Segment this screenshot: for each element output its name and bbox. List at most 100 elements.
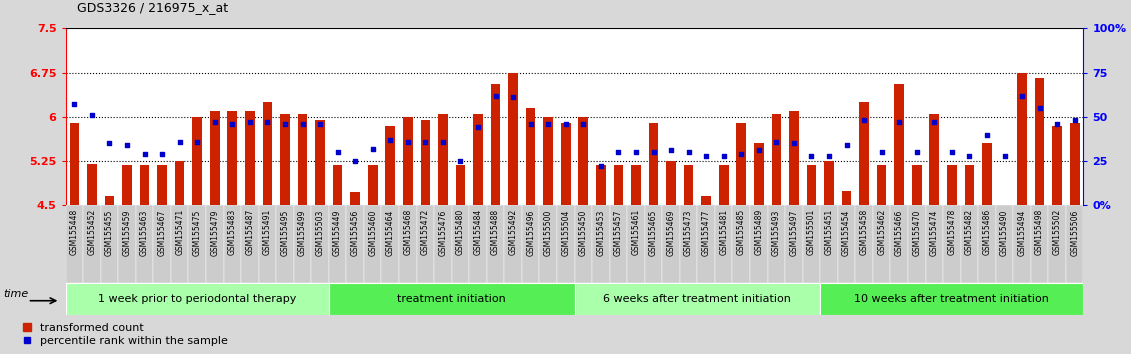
Text: GSM155477: GSM155477	[701, 209, 710, 256]
Bar	[575, 283, 820, 315]
Text: GSM155466: GSM155466	[895, 209, 904, 256]
Text: GSM155471: GSM155471	[175, 209, 184, 256]
Bar	[877, 165, 887, 205]
Bar	[841, 190, 852, 205]
Bar	[276, 205, 294, 283]
Point	[995, 153, 1013, 159]
Text: GSM155467: GSM155467	[157, 209, 166, 256]
Point	[767, 139, 785, 144]
Bar	[526, 108, 535, 205]
Bar	[684, 165, 693, 205]
Text: GSM155490: GSM155490	[1000, 209, 1009, 256]
Point	[434, 139, 452, 144]
Text: GSM155469: GSM155469	[666, 209, 675, 256]
Bar	[614, 165, 623, 205]
Text: GSM155478: GSM155478	[948, 209, 957, 256]
Bar	[329, 283, 575, 315]
Bar	[543, 118, 553, 205]
Bar	[434, 205, 451, 283]
Bar	[262, 102, 273, 205]
Point	[925, 119, 943, 125]
Text: GSM155497: GSM155497	[789, 209, 798, 256]
Point	[908, 149, 926, 155]
Bar	[698, 205, 715, 283]
Text: GSM155496: GSM155496	[526, 209, 535, 256]
Bar	[596, 165, 606, 205]
Bar	[912, 165, 922, 205]
Bar	[995, 205, 1013, 283]
Text: GSM155489: GSM155489	[754, 209, 763, 256]
Text: GSM155476: GSM155476	[439, 209, 448, 256]
Text: GSM155502: GSM155502	[1053, 209, 1062, 256]
Point	[1065, 118, 1083, 123]
Text: GSM155475: GSM155475	[192, 209, 201, 256]
Bar	[628, 205, 645, 283]
Bar	[789, 111, 798, 205]
Text: GSM155504: GSM155504	[561, 209, 570, 256]
Bar	[1070, 123, 1080, 205]
Point	[364, 146, 382, 152]
Bar	[259, 205, 276, 283]
Point	[101, 141, 119, 146]
Text: GSM155474: GSM155474	[930, 209, 939, 256]
Point	[1030, 105, 1048, 111]
Point	[171, 139, 189, 144]
Point	[785, 141, 803, 146]
Point	[732, 151, 750, 157]
Point	[820, 153, 838, 159]
Text: GSM155481: GSM155481	[719, 209, 728, 255]
Bar	[1048, 205, 1065, 283]
Text: GDS3326 / 216975_x_at: GDS3326 / 216975_x_at	[77, 1, 228, 14]
Point	[451, 158, 469, 164]
Point	[153, 151, 171, 157]
Bar	[403, 118, 413, 205]
Point	[118, 142, 136, 148]
Text: GSM155503: GSM155503	[316, 209, 325, 256]
Text: GSM155464: GSM155464	[386, 209, 395, 256]
Bar	[838, 205, 855, 283]
Bar	[855, 205, 873, 283]
Point	[680, 149, 698, 155]
Text: GSM155456: GSM155456	[351, 209, 360, 256]
Bar	[101, 205, 119, 283]
Text: GSM155500: GSM155500	[544, 209, 553, 256]
Bar	[930, 114, 939, 205]
Bar	[733, 205, 750, 283]
Bar	[561, 123, 571, 205]
Bar	[473, 114, 483, 205]
Bar	[504, 205, 521, 283]
Bar	[368, 165, 378, 205]
Bar	[136, 205, 154, 283]
Bar	[451, 205, 469, 283]
Bar	[649, 123, 658, 205]
Point	[978, 132, 996, 137]
Point	[188, 139, 206, 144]
Point	[346, 158, 364, 164]
Text: GSM155484: GSM155484	[474, 209, 483, 256]
Text: GSM155499: GSM155499	[299, 209, 307, 256]
Text: GSM155460: GSM155460	[369, 209, 378, 256]
Bar	[175, 161, 184, 205]
Bar	[680, 205, 698, 283]
Point	[556, 121, 575, 127]
Bar	[105, 196, 114, 205]
Text: GSM155463: GSM155463	[140, 209, 149, 256]
Text: GSM155472: GSM155472	[421, 209, 430, 256]
Bar	[192, 118, 202, 205]
Bar	[189, 205, 206, 283]
Point	[838, 142, 856, 148]
Bar	[1013, 205, 1030, 283]
Bar	[978, 205, 995, 283]
Bar	[206, 205, 224, 283]
Point	[627, 149, 645, 155]
Text: GSM155485: GSM155485	[736, 209, 745, 256]
Bar	[297, 114, 308, 205]
Bar	[69, 123, 79, 205]
Bar	[210, 111, 219, 205]
Bar	[84, 205, 101, 283]
Bar	[486, 205, 504, 283]
Text: GSM155458: GSM155458	[860, 209, 869, 256]
Bar	[1000, 205, 1009, 223]
Point	[873, 149, 891, 155]
Text: GSM155488: GSM155488	[491, 209, 500, 255]
